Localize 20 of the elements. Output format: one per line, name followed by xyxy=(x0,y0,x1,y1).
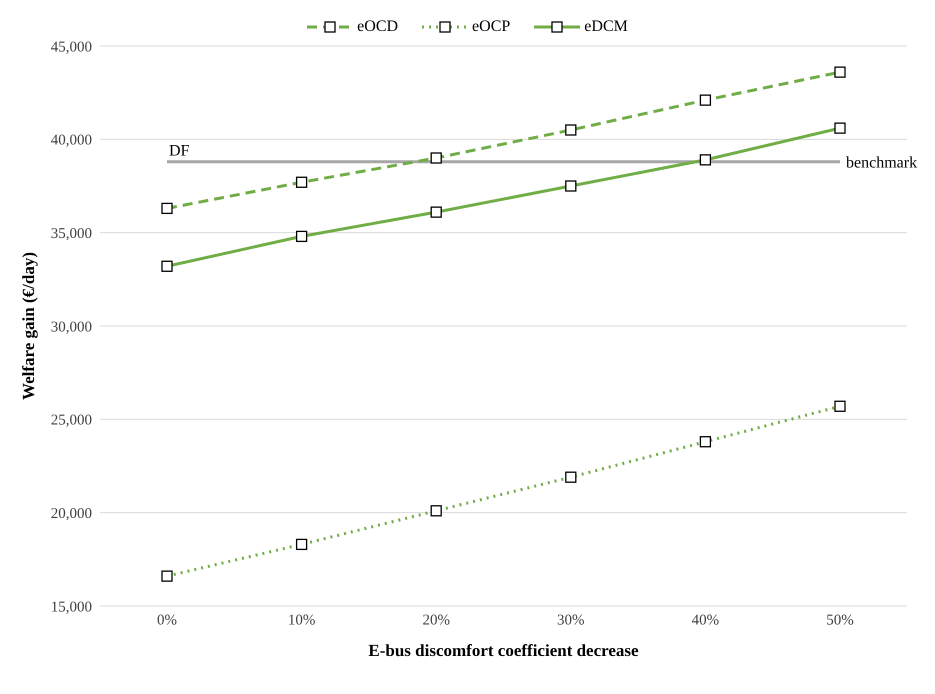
legend-label: eDCM xyxy=(583,18,628,36)
x-axis-title: E-bus discomfort coefficient decrease xyxy=(368,641,640,660)
legend-label: eOCP xyxy=(471,18,510,36)
x-tick-label: 20% xyxy=(422,612,450,629)
y-tick-label: 15,000 xyxy=(50,599,92,616)
annotation: DF xyxy=(169,142,190,160)
x-tick-label: 50% xyxy=(826,612,854,629)
y-tick-label: 45,000 xyxy=(50,39,92,56)
y-tick-label: 20,000 xyxy=(50,506,92,522)
x-tick-label: 30% xyxy=(557,612,585,629)
legend-label: eOCD xyxy=(356,18,398,36)
y-tick-label: 35,000 xyxy=(50,226,92,242)
x-tick-label: 40% xyxy=(692,612,720,629)
y-axis-title: Welfare gain (€/day) xyxy=(19,252,38,400)
y-tick-label: 30,000 xyxy=(50,319,92,336)
ref-line-label: benchmark xyxy=(846,154,918,172)
x-tick-label: 10% xyxy=(288,612,316,629)
x-tick-label: 0% xyxy=(157,612,177,629)
y-tick-label: 25,000 xyxy=(50,412,92,429)
y-tick-label: 40,000 xyxy=(50,132,92,149)
